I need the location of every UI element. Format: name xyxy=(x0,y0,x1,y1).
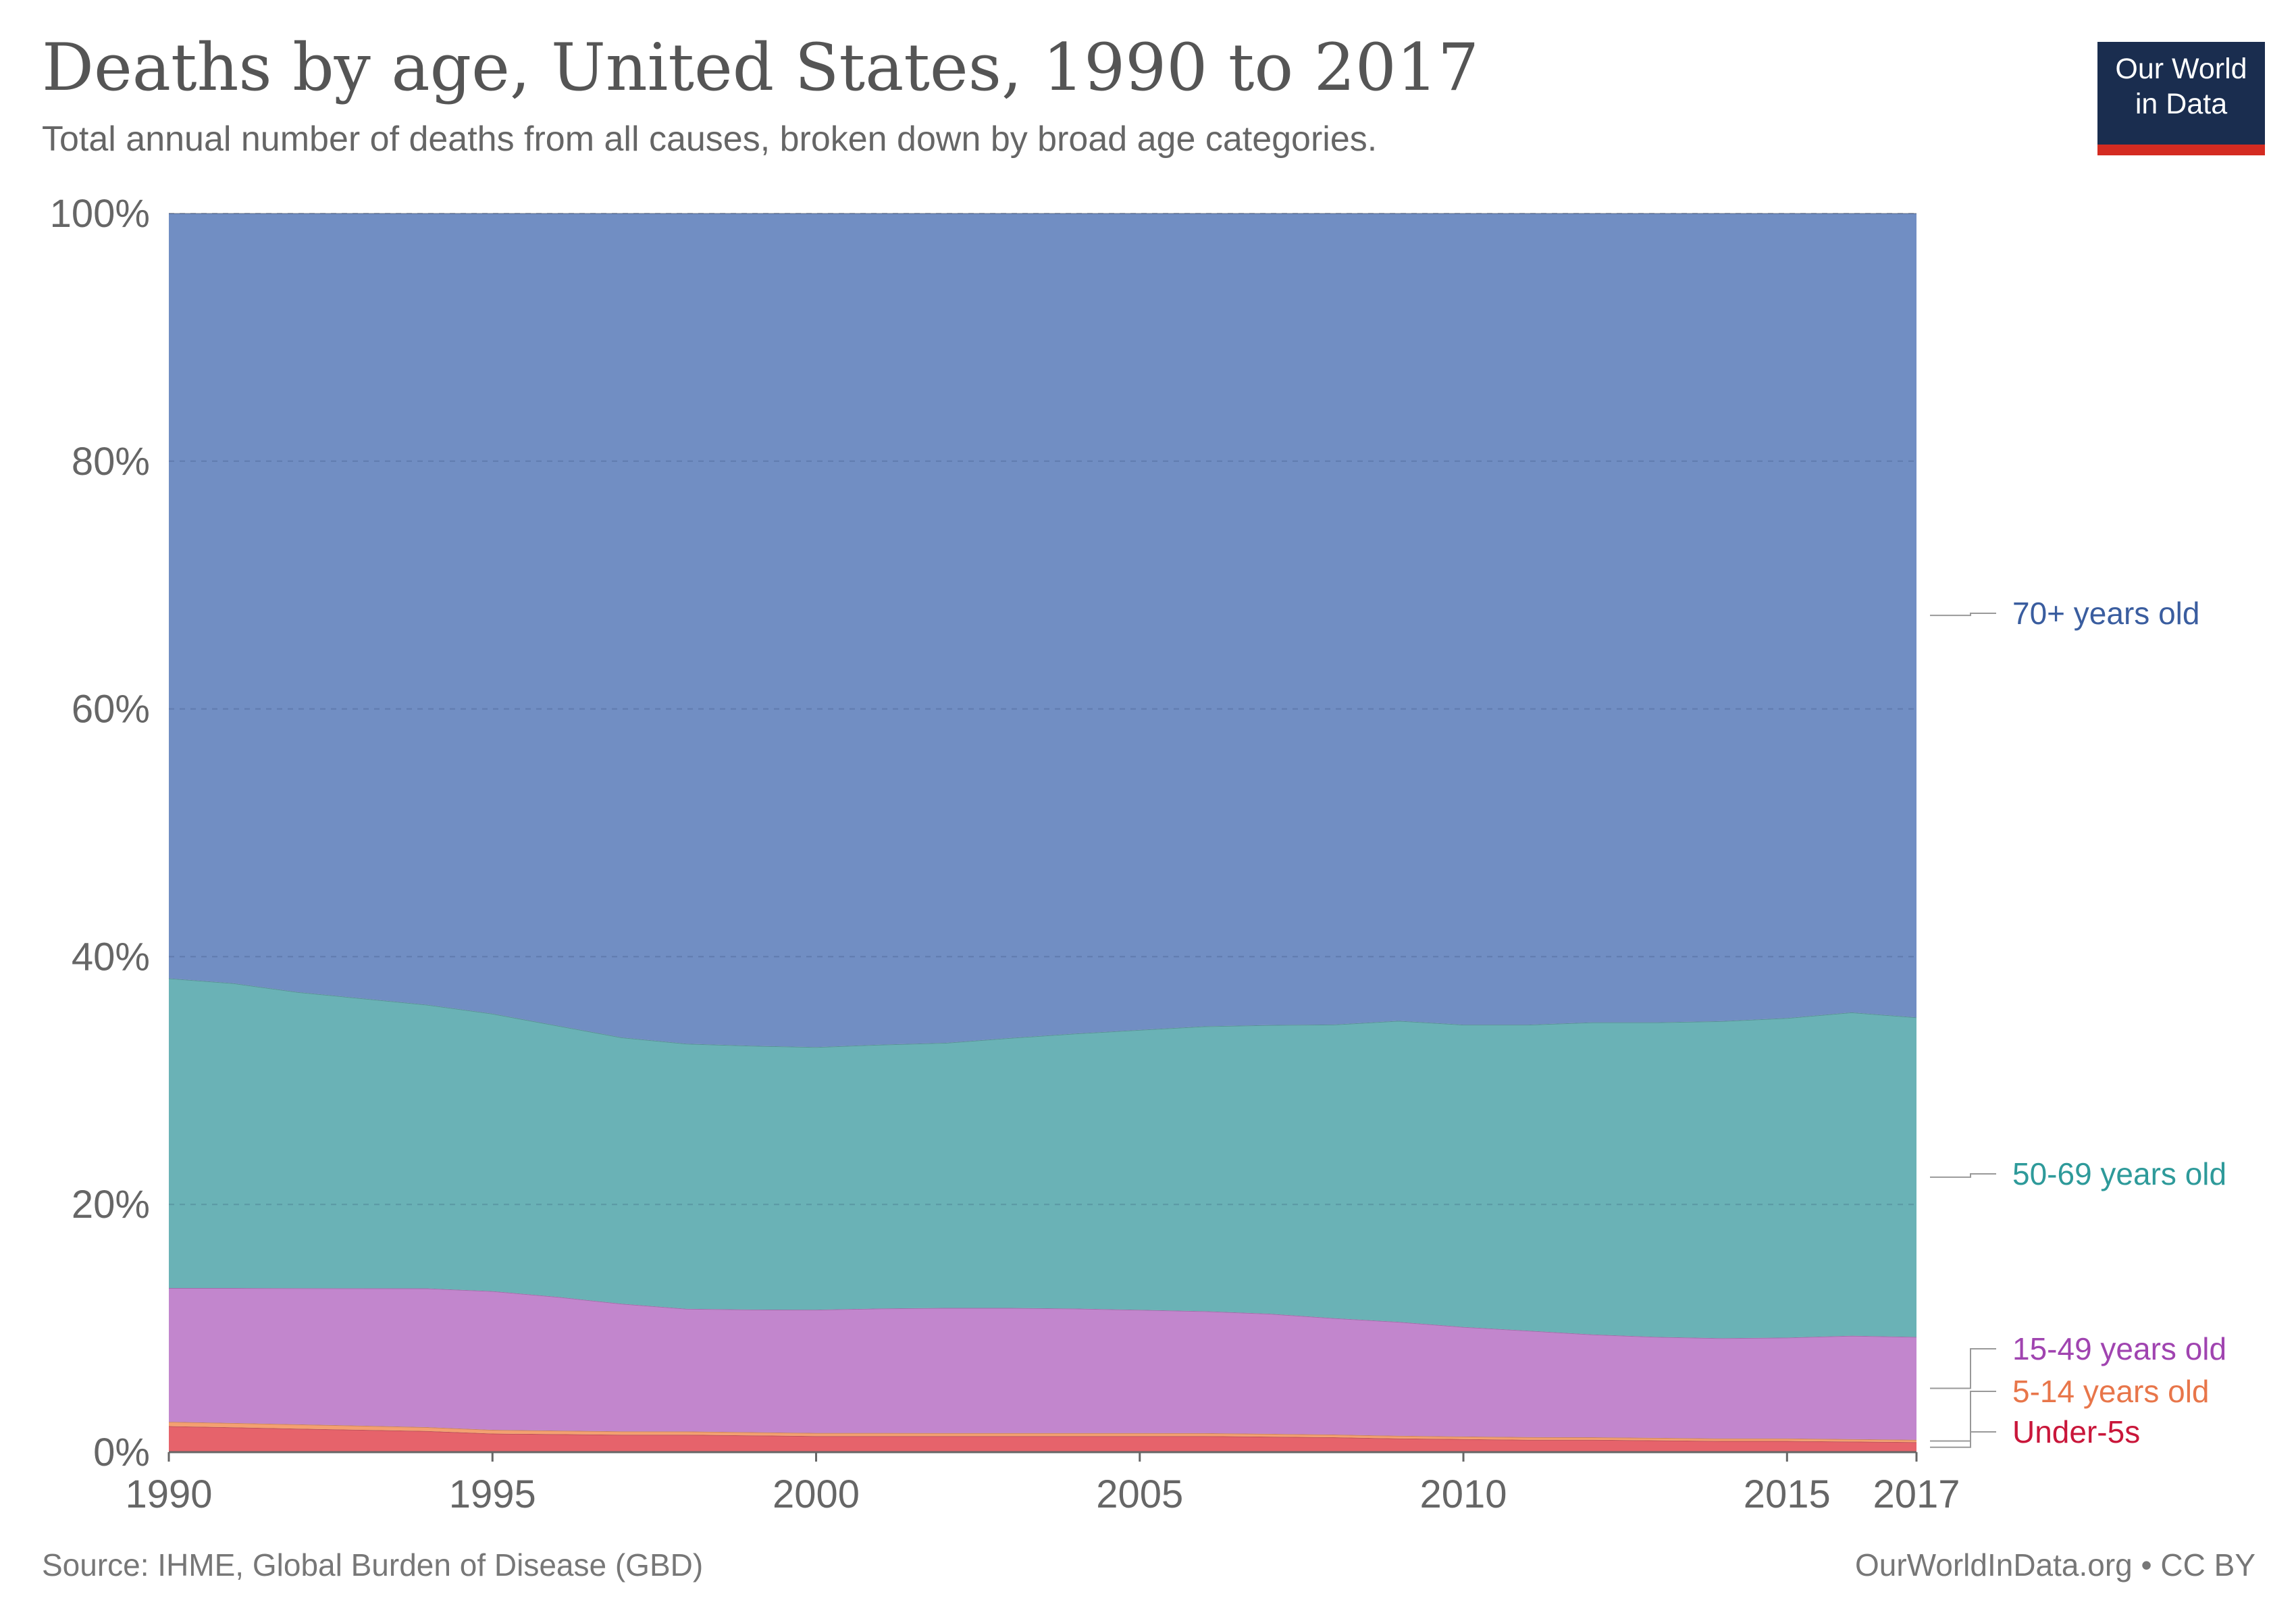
license-note[interactable]: OurWorldInData.org • CC BY xyxy=(1854,1547,2255,1583)
y-tick-label: 40% xyxy=(72,935,150,979)
logo-line-1: Our World xyxy=(2115,53,2247,85)
y-tick-label: 20% xyxy=(72,1183,150,1227)
y-tick-label: 0% xyxy=(93,1431,150,1474)
chart-subtitle: Total annual number of deaths from all c… xyxy=(42,120,1378,159)
source-note[interactable]: Source: IHME, Global Burden of Disease (… xyxy=(42,1547,704,1583)
y-tick-label: 80% xyxy=(72,440,150,484)
label-connector xyxy=(1930,1431,1996,1448)
chart-title: Deaths by age, United States, 1990 to 20… xyxy=(42,30,1480,105)
x-tick-label: 2005 xyxy=(1096,1472,1183,1516)
area-50-69-years-old[interactable] xyxy=(169,978,1916,1339)
area-series xyxy=(168,213,1917,1453)
area-70-years-old[interactable] xyxy=(169,213,1916,1048)
x-axis: 1990 1995 2000 2005 2010 2015 2017 xyxy=(125,1451,1960,1516)
label-connector xyxy=(1930,1391,1996,1442)
series-label[interactable]: Under-5s xyxy=(2012,1414,2140,1449)
area-under-5s[interactable] xyxy=(169,1426,1916,1453)
series-labels: Under-5s 5-14 years old 15-49 years old 50-… xyxy=(1930,596,2226,1449)
y-tick-label: 60% xyxy=(72,688,150,731)
area-15-49-years-old[interactable] xyxy=(169,1288,1916,1440)
label-connector xyxy=(1930,613,1996,617)
area-5-14-years-old[interactable] xyxy=(169,1422,1916,1443)
x-tick-label: 1995 xyxy=(449,1472,536,1516)
series-label[interactable]: 5-14 years old xyxy=(2012,1374,2210,1409)
label-connector xyxy=(1930,1348,1996,1389)
x-tick-label: 2015 xyxy=(1744,1472,1831,1516)
series-label[interactable]: 50-69 years old xyxy=(2012,1156,2226,1191)
x-tick-label: 2000 xyxy=(773,1472,860,1516)
x-tick-label: 2017 xyxy=(1873,1472,1960,1516)
owid-logo[interactable]: Our World in Data xyxy=(2097,42,2265,155)
x-tick-label: 2010 xyxy=(1420,1472,1507,1516)
series-label[interactable]: 70+ years old xyxy=(2012,596,2199,631)
label-connector xyxy=(1930,1173,1996,1178)
x-tick-label: 1990 xyxy=(125,1472,212,1516)
y-axis: 0% 20% 40% 60% 80% 100% xyxy=(50,192,150,1474)
series-label[interactable]: 15-49 years old xyxy=(2012,1331,2226,1366)
y-tick-label: 100% xyxy=(50,192,150,236)
logo-line-2: in Data xyxy=(2135,88,2228,120)
